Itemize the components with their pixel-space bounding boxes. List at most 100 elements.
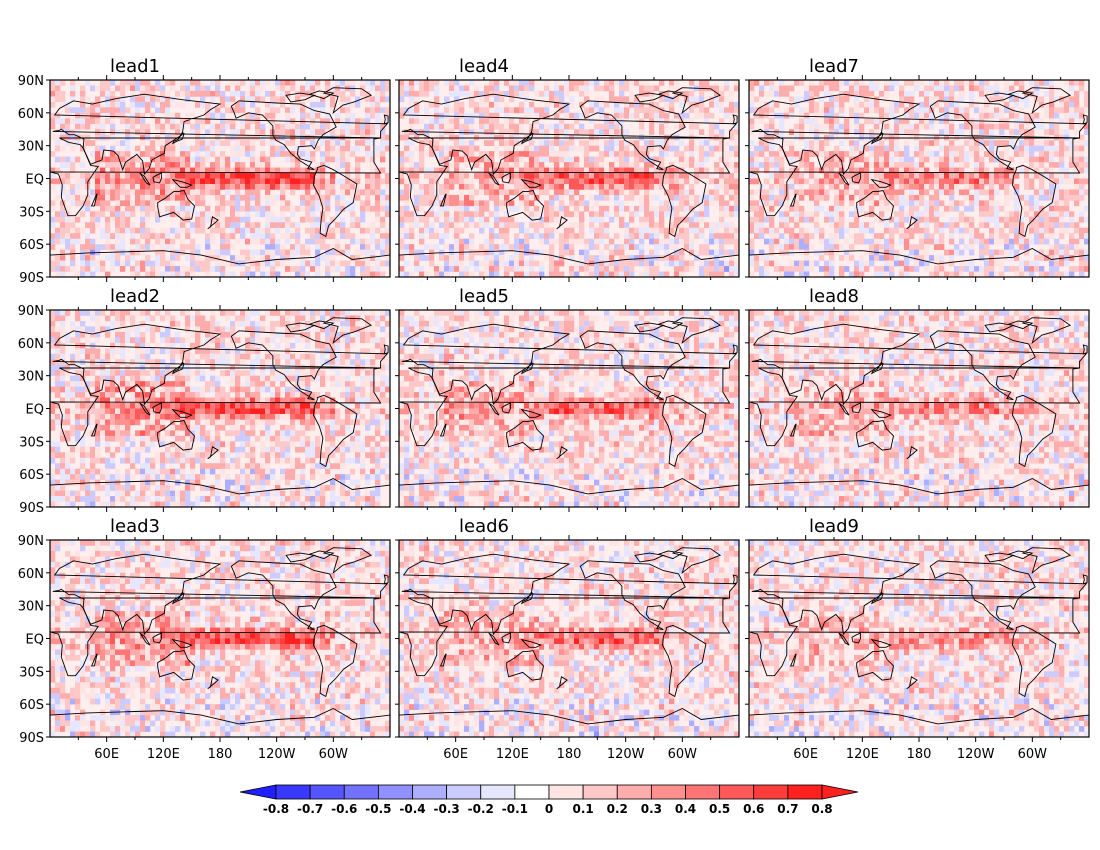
colorbar-arrow-right	[821, 784, 859, 800]
correlation-field	[399, 540, 739, 737]
colorbar-swatch	[309, 784, 345, 800]
coastlines	[50, 87, 390, 277]
colorbar-label: -0.2	[468, 802, 494, 816]
colorbar-swatch	[787, 784, 823, 800]
colorbar-swatch	[343, 784, 379, 800]
colorbar-label: -0.4	[399, 802, 425, 816]
correlation-field	[50, 310, 390, 507]
colorbar-swatch	[514, 784, 550, 800]
lon-tick-label: 180	[557, 747, 582, 762]
colorbar-label: -0.1	[502, 802, 528, 816]
lon-tick-label: 120W	[957, 747, 995, 762]
lon-tick-label: 120E	[147, 747, 180, 762]
colorbar-label: 0.8	[811, 802, 832, 816]
map-panels: lead1 90N 60N 30N EQ 30S 60S 90S lead2 90N 60N 30N E…	[18, 56, 1090, 762]
lat-tick-label: 60N	[18, 337, 44, 352]
lat-tick-label: EQ	[26, 403, 44, 418]
lat-tick-label: 30N	[18, 370, 44, 385]
lat-tick-label: EQ	[26, 633, 44, 648]
colorbar-swatch	[650, 784, 686, 800]
colorbar-label: -0.5	[365, 802, 391, 816]
correlation-field	[399, 80, 739, 277]
lon-tick-label: 120E	[496, 747, 529, 762]
coastlines	[749, 87, 1089, 277]
colorbar-label: 0.1	[572, 802, 593, 816]
colorbar-label: 0.3	[641, 802, 662, 816]
correlation-field	[749, 80, 1089, 277]
lon-tick-label: 60E	[443, 747, 468, 762]
colorbar-swatch	[548, 784, 584, 800]
colorbar-swatch	[582, 784, 618, 800]
colorbar-label: -0.6	[331, 802, 357, 816]
colorbar-arrow-left	[239, 784, 277, 800]
colorbar-label: -0.7	[297, 802, 323, 816]
map-panel-lead8: lead8	[745, 286, 1090, 512]
lat-tick-label: 30N	[18, 140, 44, 155]
lat-tick-label: 30S	[19, 435, 44, 450]
colorbar-label: 0.6	[743, 802, 764, 816]
lon-tick-label: 60E	[793, 747, 818, 762]
colorbar-label: 0	[545, 802, 553, 816]
lon-tick-label: 180	[208, 747, 233, 762]
lon-tick-label: 120W	[258, 747, 296, 762]
colorbar-swatch	[685, 784, 721, 800]
panel-title: lead3	[110, 516, 160, 537]
lat-tick-label: 90S	[19, 731, 44, 746]
map-panel-lead4: lead4	[395, 56, 740, 282]
lat-tick-label: 90N	[18, 304, 44, 319]
correlation-field	[50, 540, 390, 737]
map-panel-lead9: lead9 60E 120E 180 120W 60W	[745, 516, 1090, 762]
lon-tick-label: 60E	[94, 747, 119, 762]
lat-tick-label: 30N	[18, 600, 44, 615]
panel-title: lead8	[809, 286, 859, 307]
coastlines	[749, 547, 1089, 737]
lon-tick-label: 60W	[668, 747, 698, 762]
coastlines	[399, 317, 739, 507]
colorbar-swatch	[412, 784, 448, 800]
colorbar-swatch	[377, 784, 413, 800]
panel-title: lead4	[459, 56, 509, 77]
lat-tick-label: 90N	[18, 534, 44, 549]
correlation-field	[749, 310, 1089, 507]
lon-tick-label: 60W	[319, 747, 349, 762]
colorbar-swatch	[719, 784, 755, 800]
lat-tick-label: 60N	[18, 107, 44, 122]
panel-title: lead2	[110, 286, 160, 307]
lat-tick-label: 60S	[19, 238, 44, 253]
lat-tick-label: 30S	[19, 665, 44, 680]
lat-tick-label: 60N	[18, 567, 44, 582]
coastlines	[399, 547, 739, 737]
correlation-field	[50, 80, 390, 277]
map-panel-lead5: lead5	[395, 286, 740, 512]
colorbar-swatch	[616, 784, 652, 800]
lat-tick-label: 60S	[19, 698, 44, 713]
lon-tick-label: 60W	[1018, 747, 1048, 762]
lat-tick-label: 60S	[19, 468, 44, 483]
correlation-field	[399, 310, 739, 507]
map-panel-lead6: lead6 60E 120E 180 120W 60W	[395, 516, 740, 762]
colorbar-swatch	[275, 784, 311, 800]
colorbar-label: -0.8	[263, 802, 289, 816]
coastlines	[50, 317, 390, 507]
colorbar-swatch	[446, 784, 482, 800]
colorbar-label: 0.4	[675, 802, 696, 816]
lat-tick-label: 90S	[19, 271, 44, 286]
map-panel-lead3: lead3 90N 60N 30N EQ 30S 60S 90S 60E 120E 180 120W 6…	[18, 516, 391, 762]
panel-title: lead7	[809, 56, 859, 77]
colorbar-swatch	[753, 784, 789, 800]
lat-tick-label: 90S	[19, 501, 44, 516]
coastlines	[749, 317, 1089, 507]
map-panel-lead2: lead2 90N 60N 30N EQ 30S 60S 90S	[18, 286, 391, 516]
panel-title: lead1	[110, 56, 160, 77]
lat-tick-label: 90N	[18, 74, 44, 89]
coastlines	[399, 87, 739, 277]
panel-title: lead6	[459, 516, 509, 537]
colorbar-label: 0.2	[607, 802, 628, 816]
coastlines	[50, 547, 390, 737]
colorbar-label: 0.7	[777, 802, 798, 816]
lat-tick-label: EQ	[26, 173, 44, 188]
map-panel-lead1: lead1 90N 60N 30N EQ 30S 60S 90S	[18, 56, 391, 286]
lon-tick-label: 120E	[846, 747, 879, 762]
map-panel-lead7: lead7	[745, 56, 1090, 282]
